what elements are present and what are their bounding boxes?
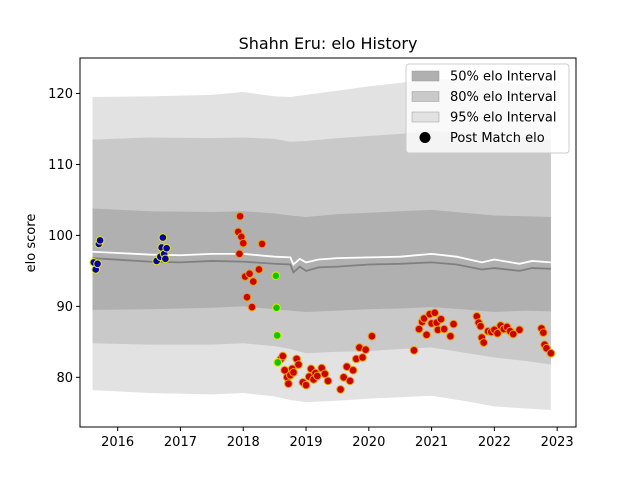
y-tick-label: 90 (56, 300, 73, 315)
mean-elo-line (92, 257, 551, 274)
y-axis-ticks: 80 90 100 110 120 (48, 87, 80, 386)
data-point-red (493, 329, 502, 338)
x-tick-label: 2018 (227, 435, 260, 450)
y-axis-label: elo score (24, 214, 39, 273)
data-point-red (289, 368, 298, 377)
legend-box (405, 63, 570, 154)
data-point-red (508, 329, 518, 339)
data-point-red (238, 238, 248, 248)
data-point-red (254, 265, 264, 274)
data-point-green (272, 303, 281, 313)
data-point-red (358, 353, 367, 362)
data-point-red (436, 314, 446, 324)
x-tick-label: 2023 (541, 435, 574, 450)
data-point-blue (158, 233, 168, 242)
data-point-green (273, 358, 283, 367)
data-point-red (257, 239, 267, 249)
data-point-red (235, 211, 245, 221)
elo-lines (92, 250, 551, 274)
data-point-red (342, 362, 352, 371)
plot-frame (79, 57, 577, 428)
x-tick-label: 2017 (164, 435, 197, 450)
y-tick-label: 120 (48, 87, 73, 102)
y-tick-label: 80 (56, 371, 73, 386)
data-point-red (422, 330, 431, 340)
x-tick-label: 2022 (478, 435, 511, 450)
legend-label: 50% elo Interval (450, 70, 557, 85)
chart-title: Shahn Eru: elo History (239, 34, 418, 53)
legend-swatch (411, 111, 440, 123)
data-point-red (367, 331, 377, 341)
band-50-interval (92, 208, 551, 313)
data-point-red (546, 348, 556, 358)
data-point-red (235, 249, 244, 259)
legend-swatch (411, 70, 440, 82)
data-point-red (336, 385, 345, 394)
x-tick-label: 2019 (289, 435, 322, 450)
data-point-red (414, 324, 424, 334)
data-point-red (245, 269, 254, 279)
data-point-red (247, 302, 257, 312)
data-point-blue (95, 236, 105, 245)
data-point-red (476, 321, 485, 331)
data-point-red (479, 338, 489, 347)
post-match-points (89, 211, 556, 394)
legend-label: 95% elo Interval (450, 111, 557, 126)
x-tick-label: 2020 (352, 435, 385, 450)
data-point-red (313, 371, 322, 381)
legend: 50% elo Interval 80% elo Interval 95% elo … (405, 63, 570, 154)
data-point-blue (161, 254, 170, 264)
x-axis-ticks: 2016 2017 2018 2019 2020 2021 2022 2023 (101, 427, 574, 450)
data-point-red (278, 351, 288, 361)
data-point-red (409, 346, 419, 355)
data-point-red (539, 328, 548, 337)
x-tick-label: 2016 (101, 435, 134, 450)
legend-label: 80% elo Interval (450, 90, 557, 105)
data-point-green (271, 271, 281, 281)
white-elo-line (92, 250, 551, 267)
data-point-red (339, 373, 348, 382)
data-point-red (248, 277, 258, 286)
y-tick-label: 110 (48, 158, 73, 173)
data-point-red (348, 365, 358, 375)
data-point-red (242, 292, 252, 302)
legend-label: Post Match elo (450, 131, 545, 146)
data-point-red (294, 360, 303, 369)
data-point-red (419, 314, 429, 323)
data-point-green (272, 331, 282, 340)
data-point-red (345, 376, 355, 386)
data-point-red (446, 331, 455, 341)
data-point-red (515, 325, 524, 335)
data-point-red (439, 324, 449, 334)
data-point-blue (93, 259, 102, 269)
data-point-red (361, 345, 370, 354)
data-point-red (284, 379, 293, 389)
data-point-red (301, 380, 311, 390)
legend-swatch (411, 91, 440, 102)
data-point-red (323, 376, 333, 386)
data-point-red (430, 308, 440, 318)
data-point-red (449, 319, 458, 329)
x-tick-label: 2021 (415, 435, 448, 450)
data-point-blue (162, 243, 171, 253)
y-tick-label: 100 (48, 229, 73, 244)
legend-marker (419, 132, 431, 143)
data-point-red (320, 369, 330, 379)
